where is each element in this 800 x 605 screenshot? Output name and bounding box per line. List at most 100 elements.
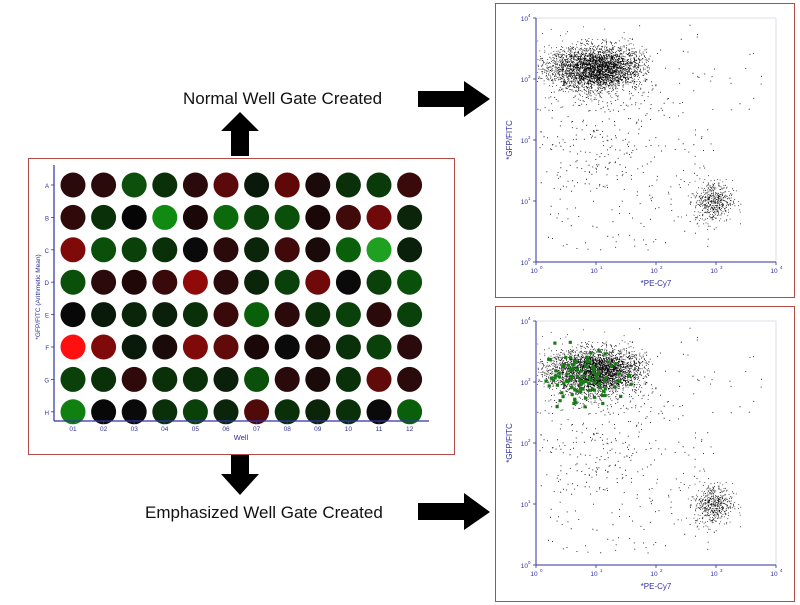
col-label: 05 [192,426,200,433]
well-circle [121,172,147,198]
well-circle [91,399,117,425]
well-circle [60,334,86,360]
well-circle [213,366,239,392]
well-circle [305,172,331,198]
well-circle [397,366,423,392]
well-circle [121,334,147,360]
well-circle [244,269,270,295]
well-circle [366,302,392,328]
x-tick-label: 10 [770,571,778,578]
x-tick-label: 10 [590,268,598,275]
up-arrow-icon [221,112,259,156]
scatter-ylabel: *GFP/FITC [505,120,514,160]
y-tick-label: 10 [521,199,529,206]
scatter-normal-plot: 100100101101102102103103104104*PE-Cy7*GF… [505,13,783,288]
scatter-xlabel: *PE-Cy7 [641,582,672,591]
row-label: E [45,314,49,320]
well-circle [213,302,239,328]
well-circle [213,204,239,230]
col-label: 04 [161,426,169,433]
well-circle [60,399,86,425]
well-circle [152,237,178,263]
well-circle [274,237,300,263]
y-tick-exp: 1 [528,499,531,504]
row-label: F [45,346,49,352]
well-circle [244,302,270,328]
well-circle [182,204,208,230]
x-tick-exp: 1 [600,265,603,270]
x-tick-exp: 1 [600,568,603,573]
well-circle [213,172,239,198]
row-label: H [45,411,49,417]
well-circle [244,237,270,263]
col-label: 02 [100,426,108,433]
scatter-ylabel: *GFP/FITC [505,423,514,463]
well-circle [182,237,208,263]
well-circle [91,204,117,230]
well-circle [152,269,178,295]
scatter-dots [537,24,762,251]
y-tick-exp: 0 [528,560,531,565]
y-tick-label: 10 [521,319,529,326]
scatter-points [537,24,762,251]
well-circle [397,302,423,328]
y-tick-exp: 4 [528,316,531,321]
col-label: 06 [222,426,230,433]
well-circle [305,269,331,295]
well-circle [274,269,300,295]
well-circle [152,334,178,360]
gate-markers [544,340,633,409]
plate-xlabel: Well [234,433,249,442]
well-circle [182,366,208,392]
x-tick-label: 10 [710,268,718,275]
x-tick-label: 10 [650,571,658,578]
x-tick-label: 10 [650,268,658,275]
right-arrow-bottom-icon [418,493,490,530]
row-label: D [45,281,50,287]
col-label: 10 [345,426,353,433]
well-circle [335,399,361,425]
col-label: 01 [69,426,77,433]
well-circle [182,269,208,295]
x-tick-label: 10 [530,268,538,275]
well-circle [366,172,392,198]
well-circle [244,204,270,230]
y-tick-label: 10 [521,260,529,267]
x-tick-label: 10 [770,268,778,275]
x-tick-exp: 2 [660,265,663,270]
scatter-emphasized-plot: 100100101101102102103103104104*PE-Cy7*GF… [505,316,783,591]
well-circle [121,204,147,230]
well-circle [366,334,392,360]
well-circle [274,366,300,392]
y-tick-exp: 0 [528,257,531,262]
well-circle [121,366,147,392]
plot-area [535,17,777,263]
well-circle [335,302,361,328]
well-circle [397,269,423,295]
well-circle [60,172,86,198]
down-arrow-icon [221,455,259,495]
well-circle [366,366,392,392]
well-circle [366,237,392,263]
well-circle [397,399,423,425]
scatter-emphasized-frame: 10 0 10 0 10 1 10 1 10 2 10 2 10 3 10 3 10 4 10 4 *PE-Cy7 *GF… [495,306,795,602]
well-circle [366,204,392,230]
x-tick-exp: 4 [780,265,783,270]
well-circle [182,334,208,360]
well-circle [366,399,392,425]
x-tick-label: 10 [590,571,598,578]
x-tick-label: 10 [530,571,538,578]
well-circle [60,302,86,328]
well-circle [397,334,423,360]
x-tick-exp: 3 [720,265,723,270]
well-circle [274,302,300,328]
row-label: G [44,378,49,384]
well-circle [274,399,300,425]
well-circle [121,302,147,328]
well-circle [244,334,270,360]
y-tick-exp: 3 [528,377,531,382]
plate-ylabel: *GFP/FITC (Arithmetic Mean) [35,254,42,339]
well-circle [305,237,331,263]
y-tick-label: 10 [521,441,529,448]
row-label: C [45,249,50,255]
